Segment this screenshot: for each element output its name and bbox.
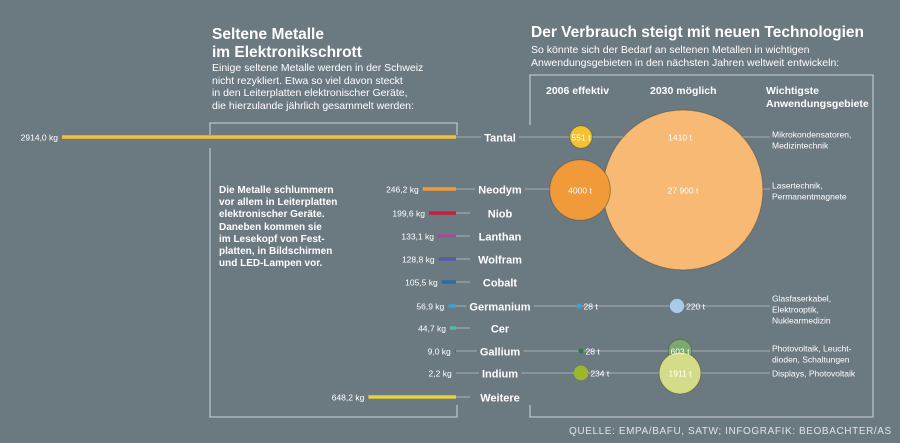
bar-value-label: 2914,0 kg: [21, 133, 59, 143]
bar-value-label: 105,5 kg: [405, 278, 438, 288]
metal-label-bg: [477, 392, 523, 405]
left-intro-line: in den Leiterplatten elektronischer Gerä…: [212, 87, 408, 99]
application-area-text: dioden, Schaltungen: [772, 355, 850, 365]
note-line: elektronischer Geräte.: [219, 209, 325, 221]
column-header-uses-line: Wichtigste: [766, 85, 819, 97]
application-area-text: Photovoltaik, Leucht-: [772, 344, 852, 354]
bubble-value-label: 1911 t: [668, 369, 692, 379]
column-header-uses: Wichtigste Anwendungsgebiete: [766, 85, 869, 111]
application-area-text: Lasertechnik,: [772, 181, 823, 191]
bar-value-label: 2,2 kg: [429, 369, 452, 379]
bubble-2030-germanium: [669, 298, 685, 314]
bubble-value-label: 1410 t: [668, 133, 692, 143]
right-intro-line: So könnte sich der Bedarf an seltenen Me…: [531, 44, 810, 56]
bubble-2006-tantal: [569, 125, 593, 149]
bubble-value-label: 234 t: [590, 369, 610, 379]
left-intro-line: nicht rezykliert. Etwa so viel davon ste…: [212, 74, 403, 87]
bar-value-label: 128,8 kg: [402, 255, 435, 265]
application-area-text: Nuklearmedizin: [772, 316, 831, 326]
left-intro-line: Einige seltene Metalle werden in der Sch…: [212, 62, 424, 74]
left-intro: Einige seltene Metalle werden in der Sch…: [212, 62, 423, 112]
application-area-text: Displays, Photovoltaik: [772, 369, 856, 379]
source-credit: QUELLE: EMPA/BAFU, SATW; INFOGRAFIK: BEO…: [569, 426, 892, 437]
metal-label-bg: [487, 323, 513, 336]
bubble-2006-neodym: [549, 159, 611, 221]
metal-label-gallium: Gallium: [480, 347, 521, 359]
right-frame: [529, 74, 874, 418]
application-area-text: Permanentmagnete: [772, 192, 847, 202]
application-area-text: Glasfaserkabel,: [772, 294, 831, 304]
metal-label-weitere: Weitere: [480, 393, 520, 405]
application-area-text: Mikrokondensatoren,: [772, 130, 851, 140]
metal-label-wolfram: Wolfram: [478, 255, 522, 267]
bubble-value-label: 28 t: [586, 347, 601, 357]
metal-label-bg: [478, 368, 522, 381]
left-note: Die Metalle schlummern vor allem in Leite…: [219, 185, 394, 270]
metal-label-tantal: Tantal: [484, 133, 516, 145]
note-line: vor allem in Leiterplatten: [219, 197, 338, 209]
note-line: und LED-Lampen vor.: [219, 258, 323, 270]
application-area-text: Medizintechnik: [772, 141, 829, 151]
column-header-2030: 2030 möglich: [650, 85, 717, 97]
metal-label-cobalt: Cobalt: [483, 278, 518, 290]
bubble-2006-indium: [573, 365, 589, 381]
bubble-2006-germanium: [576, 303, 582, 309]
metal-label-germanium: Germanium: [469, 302, 530, 314]
metal-label-bg: [475, 184, 525, 197]
bar-value-label: 44,7 kg: [418, 324, 446, 334]
note-line: im Lesekopf von Fest-: [219, 233, 325, 245]
metal-label-bg: [484, 208, 516, 221]
right-title: Der Verbrauch steigt mit neuen Technolog…: [531, 24, 865, 41]
note-line: platten, in Bildschirmen: [219, 246, 333, 258]
bar-value-label: 246,2 kg: [386, 185, 419, 195]
bar-value-label: 56,9 kg: [416, 302, 444, 312]
metal-label-indium: Indium: [482, 369, 518, 381]
left-intro-line: die hierzulande jährlich gesammelt werde…: [212, 99, 414, 112]
bar-value-label: 648,2 kg: [332, 393, 365, 403]
application-area-text: Elektrooptik,: [772, 305, 819, 315]
metal-label-bg: [481, 132, 519, 145]
metal-label-bg: [466, 301, 534, 314]
metal-label-neodym: Neodym: [478, 185, 522, 197]
bubble-2030-indium: [658, 351, 702, 395]
metal-label-cer: Cer: [491, 324, 510, 336]
note-line: Daneben kommen sie: [219, 221, 322, 233]
bubble-value-label: 551 t: [572, 133, 592, 143]
bubble-value-label: 603 t: [671, 347, 691, 357]
left-title: Seltene Metalle im Elektronikschrott: [212, 26, 362, 61]
left-frame: [209, 122, 458, 418]
bubble-value-label: 27 900 t: [668, 186, 699, 196]
metal-label-lanthan: Lanthan: [479, 232, 522, 244]
bubble-value-label: 28 t: [584, 302, 599, 312]
bubble-value-label: 4000 t: [568, 186, 592, 196]
metal-label-bg: [475, 254, 526, 267]
metal-label-bg: [479, 277, 521, 290]
bar-value-label: 199,6 kg: [392, 209, 425, 219]
metal-label-niob: Niob: [488, 209, 513, 221]
column-header-2006: 2006 effektiv: [546, 85, 610, 97]
metal-label-bg: [476, 346, 524, 359]
note-line: Die Metalle schlummern: [219, 185, 334, 196]
bar-value-label: 133,1 kg: [401, 232, 434, 242]
bubble-2006-gallium: [578, 348, 584, 354]
bar-value-label: 9,0 kg: [428, 347, 451, 357]
metal-label-bg: [475, 231, 525, 244]
right-intro-line: Anwendungsgebieten in den nächsten Jahre…: [531, 56, 840, 69]
bubble-value-label: 220 t: [686, 302, 706, 312]
column-header-uses-line: Anwendungsgebiete: [766, 98, 869, 110]
right-intro: So könnte sich der Bedarf an seltenen Me…: [531, 44, 839, 69]
